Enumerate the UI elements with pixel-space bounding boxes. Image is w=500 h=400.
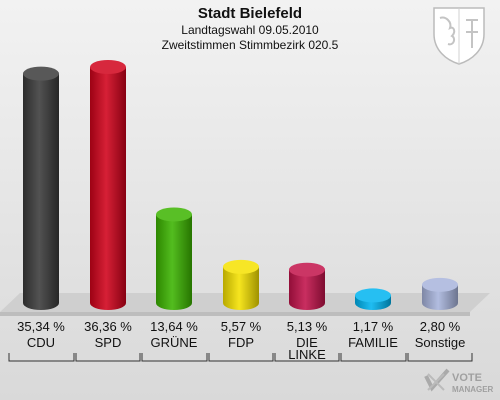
- value-label-sonstige: 2,80 %: [419, 319, 461, 334]
- chart-title: Stadt Bielefeld: [197, 5, 303, 22]
- category-label-spd: SPD: [94, 335, 122, 350]
- bar-sonstige: [422, 277, 458, 310]
- category-label-familie: FAMILIE: [348, 335, 398, 350]
- chart-subtitle: Landtagswahl 09.05.2010: [181, 23, 319, 37]
- category-bracket: [274, 353, 340, 362]
- category-bracket: [75, 353, 141, 362]
- category-label-cdu: CDU: [26, 335, 56, 350]
- value-label-gr-ne: 13,64 %: [150, 319, 198, 334]
- chart-subtitle-2: Zweitstimmen Stimmbezirk 020.5: [161, 38, 339, 52]
- vote-manager-logo-line2: MANAGER: [452, 385, 494, 394]
- category-bracket: [407, 353, 473, 362]
- value-label-spd: 36,36 %: [84, 319, 132, 334]
- category-bracket: [208, 353, 274, 362]
- value-label-die-linke: 5,13 %: [286, 319, 328, 334]
- category-bracket: [141, 353, 208, 362]
- bar-gr-ne: [156, 207, 192, 310]
- category-label-fdp: FDP: [228, 335, 254, 350]
- category-label-gr-ne: GRÜNE: [150, 335, 198, 350]
- coat-of-arms-logo: [433, 7, 485, 65]
- value-label-cdu: 35,34 %: [17, 319, 65, 334]
- bar-spd: [90, 60, 126, 310]
- value-label-fdp: 5,57 %: [220, 319, 262, 334]
- bar-cdu: [23, 66, 59, 311]
- category-bracket: [8, 353, 75, 362]
- value-label-familie: 1,17 %: [352, 319, 394, 334]
- category-label-sonstige: Sonstige: [414, 335, 466, 350]
- vote-manager-logo-line1: VOTE: [452, 372, 482, 384]
- vote-manager-logo: VOTE MANAGER: [424, 368, 494, 394]
- category-label-die-linke: DIE LINKE: [288, 335, 326, 362]
- bar-fdp: [223, 259, 259, 310]
- category-bracket: [340, 353, 407, 362]
- bar-die-linke: [289, 262, 325, 310]
- bar-familie: [355, 288, 391, 310]
